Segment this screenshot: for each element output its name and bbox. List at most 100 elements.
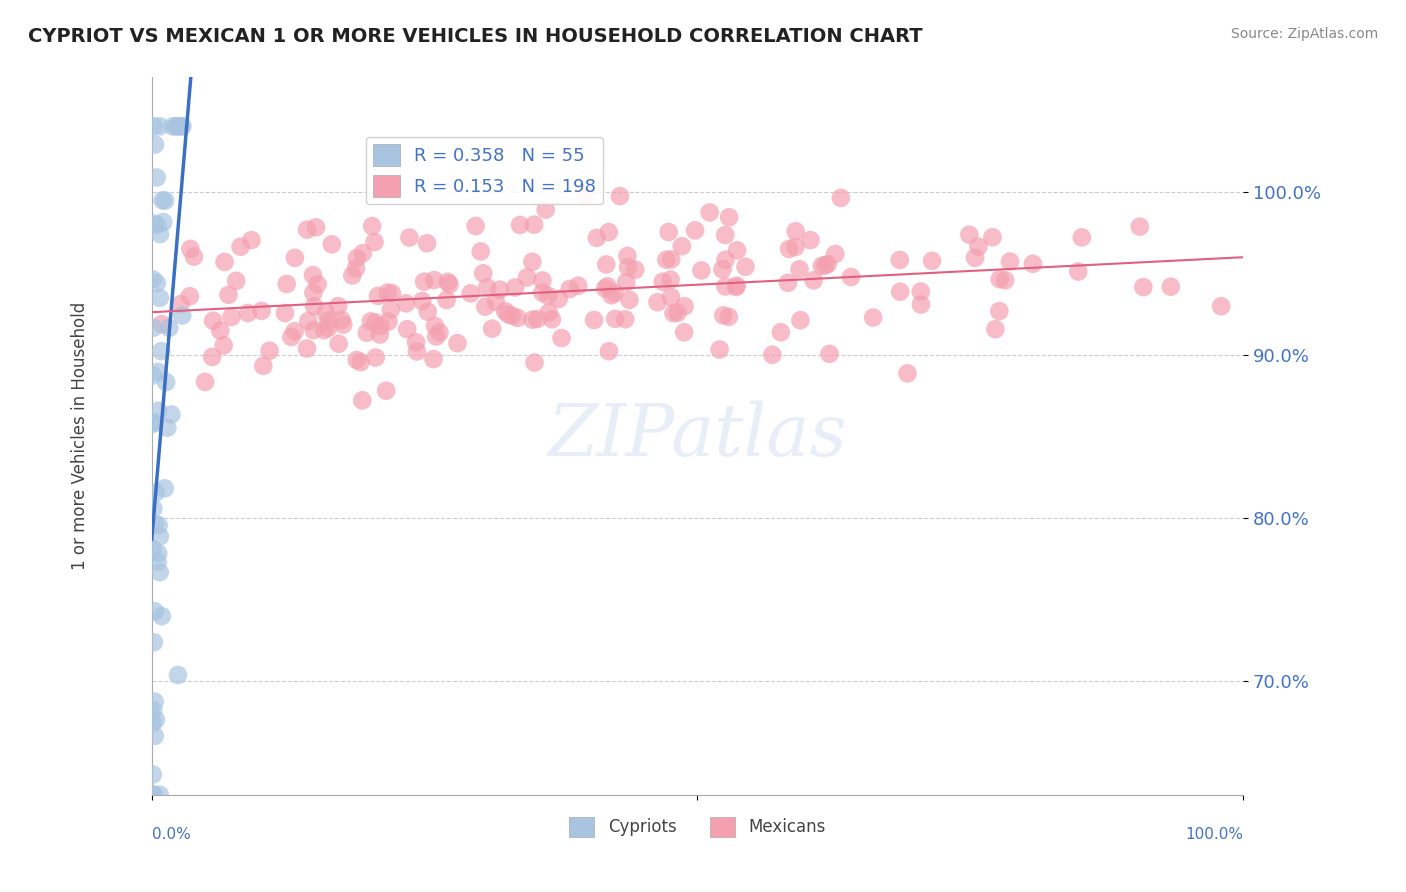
Point — [194, 375, 217, 389]
Point — [965, 251, 987, 265]
Text: ZIPatlas: ZIPatlas — [547, 401, 848, 471]
Point — [769, 325, 792, 339]
Point — [332, 318, 354, 332]
Point — [673, 326, 696, 340]
Point — [910, 297, 932, 311]
Point — [380, 302, 402, 317]
Point — [1070, 230, 1092, 244]
Point — [167, 668, 190, 682]
Point — [470, 244, 492, 259]
Point — [439, 277, 461, 292]
Point — [889, 252, 911, 267]
Point — [396, 322, 419, 336]
Point — [413, 275, 436, 289]
Point — [225, 274, 247, 288]
Point — [146, 365, 169, 379]
Point — [367, 289, 389, 303]
Point — [142, 788, 165, 802]
Point — [718, 211, 741, 225]
Point — [673, 299, 696, 313]
Point — [699, 205, 721, 219]
Point — [574, 186, 596, 201]
Point — [609, 189, 631, 203]
Point — [506, 310, 529, 325]
Point — [531, 285, 554, 300]
Point — [350, 355, 373, 369]
Point — [600, 288, 623, 302]
Point — [659, 252, 682, 267]
Point — [537, 289, 560, 303]
Point — [179, 289, 201, 303]
Point — [709, 343, 731, 357]
Point — [477, 280, 499, 294]
Point — [318, 313, 340, 327]
Point — [212, 338, 235, 352]
Point — [984, 322, 1007, 336]
Point — [1067, 264, 1090, 278]
Point — [142, 501, 165, 516]
Point — [778, 242, 800, 256]
Point — [217, 288, 239, 302]
Point — [617, 260, 640, 274]
Point — [221, 310, 243, 324]
Point — [152, 215, 174, 229]
Point — [370, 319, 392, 334]
Point — [817, 257, 839, 271]
Point — [501, 309, 523, 323]
Point — [585, 231, 607, 245]
Point — [1132, 280, 1154, 294]
Point — [183, 250, 205, 264]
Point — [142, 703, 165, 717]
Point — [423, 273, 446, 287]
Point — [368, 327, 391, 342]
Point — [567, 278, 589, 293]
Point — [148, 120, 170, 134]
Point — [1160, 279, 1182, 293]
Point — [363, 235, 385, 249]
Point — [149, 291, 172, 305]
Point — [381, 286, 404, 301]
Point — [537, 305, 560, 319]
Point — [166, 120, 188, 134]
Point — [531, 273, 554, 287]
Point — [142, 788, 165, 802]
Point — [240, 233, 263, 247]
Point — [1022, 257, 1045, 271]
Point — [149, 566, 172, 580]
Point — [811, 259, 834, 273]
Point — [145, 170, 167, 185]
Point — [149, 227, 172, 241]
Point — [142, 368, 165, 383]
Point — [377, 285, 399, 300]
Point — [659, 290, 682, 304]
Point — [148, 546, 170, 560]
Point — [523, 355, 546, 369]
Point — [346, 353, 368, 368]
Point — [142, 272, 165, 286]
Point — [411, 293, 433, 308]
Point — [711, 262, 734, 277]
Point — [328, 299, 350, 313]
Point — [541, 312, 564, 326]
Point — [364, 315, 387, 329]
Point — [547, 292, 569, 306]
Point — [142, 767, 165, 781]
Point — [143, 695, 166, 709]
Point — [714, 227, 737, 242]
Point — [624, 262, 647, 277]
Point — [315, 305, 337, 319]
Point — [360, 314, 382, 328]
Point — [302, 323, 325, 337]
Point — [352, 393, 374, 408]
Point — [818, 347, 841, 361]
Point — [314, 323, 336, 337]
Point — [416, 304, 439, 318]
Point — [149, 788, 172, 802]
Point — [896, 367, 918, 381]
Point — [603, 285, 626, 300]
Point — [142, 120, 165, 134]
Point — [717, 310, 740, 324]
Point — [342, 268, 364, 283]
Text: 0.0%: 0.0% — [152, 827, 190, 842]
Point — [297, 314, 319, 328]
